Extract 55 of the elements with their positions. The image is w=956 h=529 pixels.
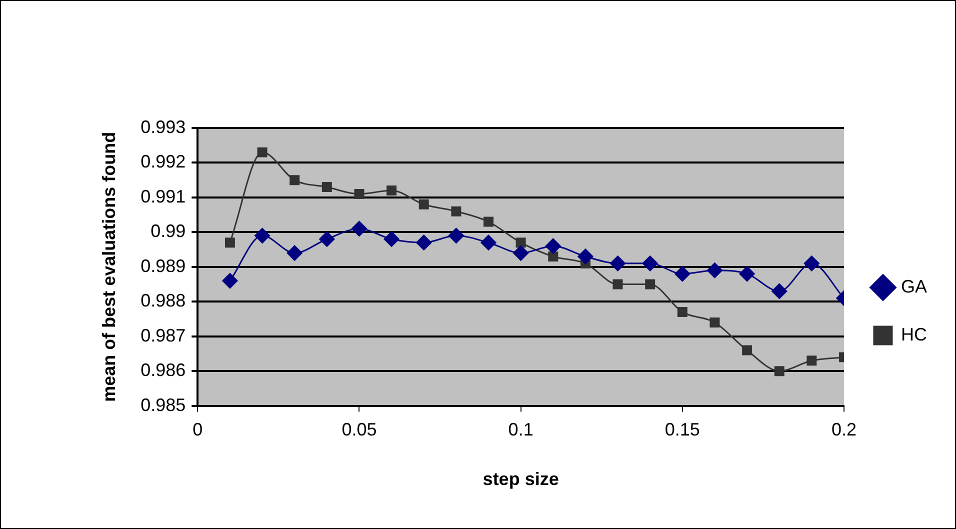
x-tick-label: 0 xyxy=(192,420,203,440)
point xyxy=(224,238,235,248)
point xyxy=(384,231,400,247)
x-tick-label: 0.15 xyxy=(664,420,700,440)
point xyxy=(739,266,755,282)
y-tick-label: 0.988 xyxy=(140,290,186,311)
point xyxy=(548,251,558,262)
y-tick-label: 0.987 xyxy=(140,325,186,346)
point xyxy=(804,256,820,272)
x-tick-label: 0.05 xyxy=(342,420,377,440)
point xyxy=(642,256,658,272)
point xyxy=(257,147,268,158)
x-tick-label: 0.2 xyxy=(831,420,857,440)
point xyxy=(354,188,364,199)
y-tick-label: 0.993 xyxy=(140,116,186,137)
point xyxy=(677,307,688,318)
y-tick-label: 0.991 xyxy=(140,186,186,206)
point xyxy=(480,234,496,250)
point xyxy=(742,345,752,356)
y-axis-title: mean of best evaluations found xyxy=(98,132,119,402)
y-tick-label: 0.99 xyxy=(150,221,186,242)
point xyxy=(674,266,690,282)
point xyxy=(254,228,270,244)
point xyxy=(448,228,464,244)
point xyxy=(386,186,397,196)
legend-label: GA xyxy=(900,276,928,296)
point xyxy=(286,245,302,261)
point xyxy=(484,216,494,227)
point xyxy=(578,248,594,264)
point xyxy=(416,234,432,250)
x-axis-title: step size xyxy=(482,469,559,490)
point xyxy=(351,220,367,236)
point xyxy=(612,279,623,290)
point xyxy=(319,231,335,247)
point xyxy=(516,238,526,248)
point xyxy=(706,262,722,278)
y-tick-label: 0.986 xyxy=(140,360,186,380)
point xyxy=(610,256,626,272)
y-tick-label: 0.985 xyxy=(140,394,186,415)
point xyxy=(451,206,462,216)
x-tick-label: 0.1 xyxy=(508,420,534,440)
point xyxy=(772,283,788,299)
y-tick-label: 0.992 xyxy=(140,152,186,172)
point xyxy=(222,273,238,289)
y-tick-label: 0.989 xyxy=(140,256,186,276)
legend-label: HC xyxy=(900,324,927,344)
point xyxy=(322,182,332,192)
point xyxy=(545,238,561,254)
point xyxy=(806,356,817,366)
point xyxy=(513,245,529,261)
point xyxy=(645,279,656,290)
point xyxy=(418,199,429,210)
point xyxy=(774,366,784,376)
point xyxy=(290,175,300,186)
point xyxy=(710,317,720,328)
